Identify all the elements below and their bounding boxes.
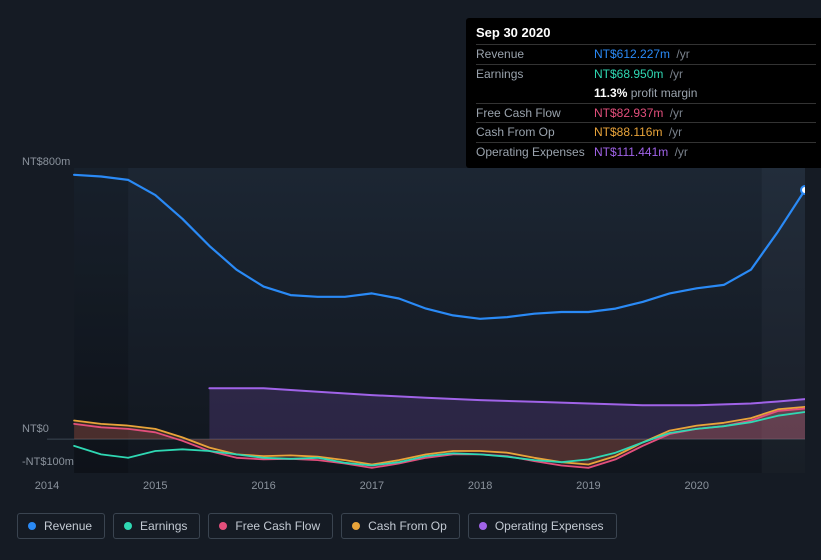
legend-label: Earnings	[140, 519, 187, 533]
tooltip-row-margin: 11.3% profit margin	[476, 84, 816, 103]
legend-label: Operating Expenses	[495, 519, 604, 533]
x-axis-label: 2014	[35, 480, 59, 492]
x-axis-label: 2015	[143, 480, 167, 492]
x-axis: 2014 2015 2016 2017 2018 2019 2020	[17, 480, 805, 496]
legend-item-cashop[interactable]: Cash From Op	[341, 513, 460, 539]
tooltip-row-label: Cash From Op	[476, 124, 594, 141]
tooltip-row-suffix: /yr	[666, 106, 683, 120]
legend-dot-icon	[124, 522, 132, 530]
legend: Revenue Earnings Free Cash Flow Cash From O…	[17, 513, 617, 539]
legend-dot-icon	[28, 522, 36, 530]
x-axis-label: 2020	[684, 480, 708, 492]
y-axis-label-max: NT$800m	[22, 156, 70, 168]
tooltip-date: Sep 30 2020	[476, 24, 816, 44]
tooltip-row-suffix: /yr	[666, 67, 683, 81]
x-axis-label: 2016	[251, 480, 275, 492]
legend-label: Cash From Op	[368, 519, 447, 533]
x-axis-label: 2018	[468, 480, 492, 492]
tooltip-row: Operating ExpensesNT$111.441m /yr	[476, 142, 816, 162]
legend-label: Revenue	[44, 519, 92, 533]
legend-item-revenue[interactable]: Revenue	[17, 513, 105, 539]
tooltip-row-value: NT$88.116m /yr	[594, 124, 682, 141]
tooltip-row: EarningsNT$68.950m /yr	[476, 64, 816, 84]
tooltip-row: RevenueNT$612.227m /yr	[476, 44, 816, 64]
tooltip-row-label: Earnings	[476, 66, 594, 83]
legend-dot-icon	[219, 522, 227, 530]
tooltip-row-value: NT$82.937m /yr	[594, 105, 683, 122]
legend-dot-icon	[352, 522, 360, 530]
tooltip-row-suffix: /yr	[665, 125, 682, 139]
tooltip-row-label: Revenue	[476, 46, 594, 63]
tooltip-row-value: NT$68.950m /yr	[594, 66, 683, 83]
tooltip-row-value: NT$111.441m /yr	[594, 144, 688, 161]
legend-label: Free Cash Flow	[235, 519, 320, 533]
legend-item-opex[interactable]: Operating Expenses	[468, 513, 617, 539]
legend-dot-icon	[479, 522, 487, 530]
tooltip-row-suffix: /yr	[671, 145, 688, 159]
tooltip-row: Cash From OpNT$88.116m /yr	[476, 122, 816, 142]
legend-item-earnings[interactable]: Earnings	[113, 513, 200, 539]
tooltip-row-value: NT$612.227m /yr	[594, 46, 690, 63]
tooltip-row-label: Operating Expenses	[476, 144, 594, 161]
legend-item-fcf[interactable]: Free Cash Flow	[208, 513, 333, 539]
tooltip-panel: Sep 30 2020 RevenueNT$612.227m /yrEarnin…	[466, 18, 821, 168]
x-axis-label: 2019	[576, 480, 600, 492]
tooltip-row: Free Cash FlowNT$82.937m /yr	[476, 103, 816, 123]
tooltip-row-suffix: /yr	[673, 47, 690, 61]
chart-plot-area[interactable]	[17, 168, 805, 473]
tooltip-row-label: Free Cash Flow	[476, 105, 594, 122]
x-axis-label: 2017	[360, 480, 384, 492]
